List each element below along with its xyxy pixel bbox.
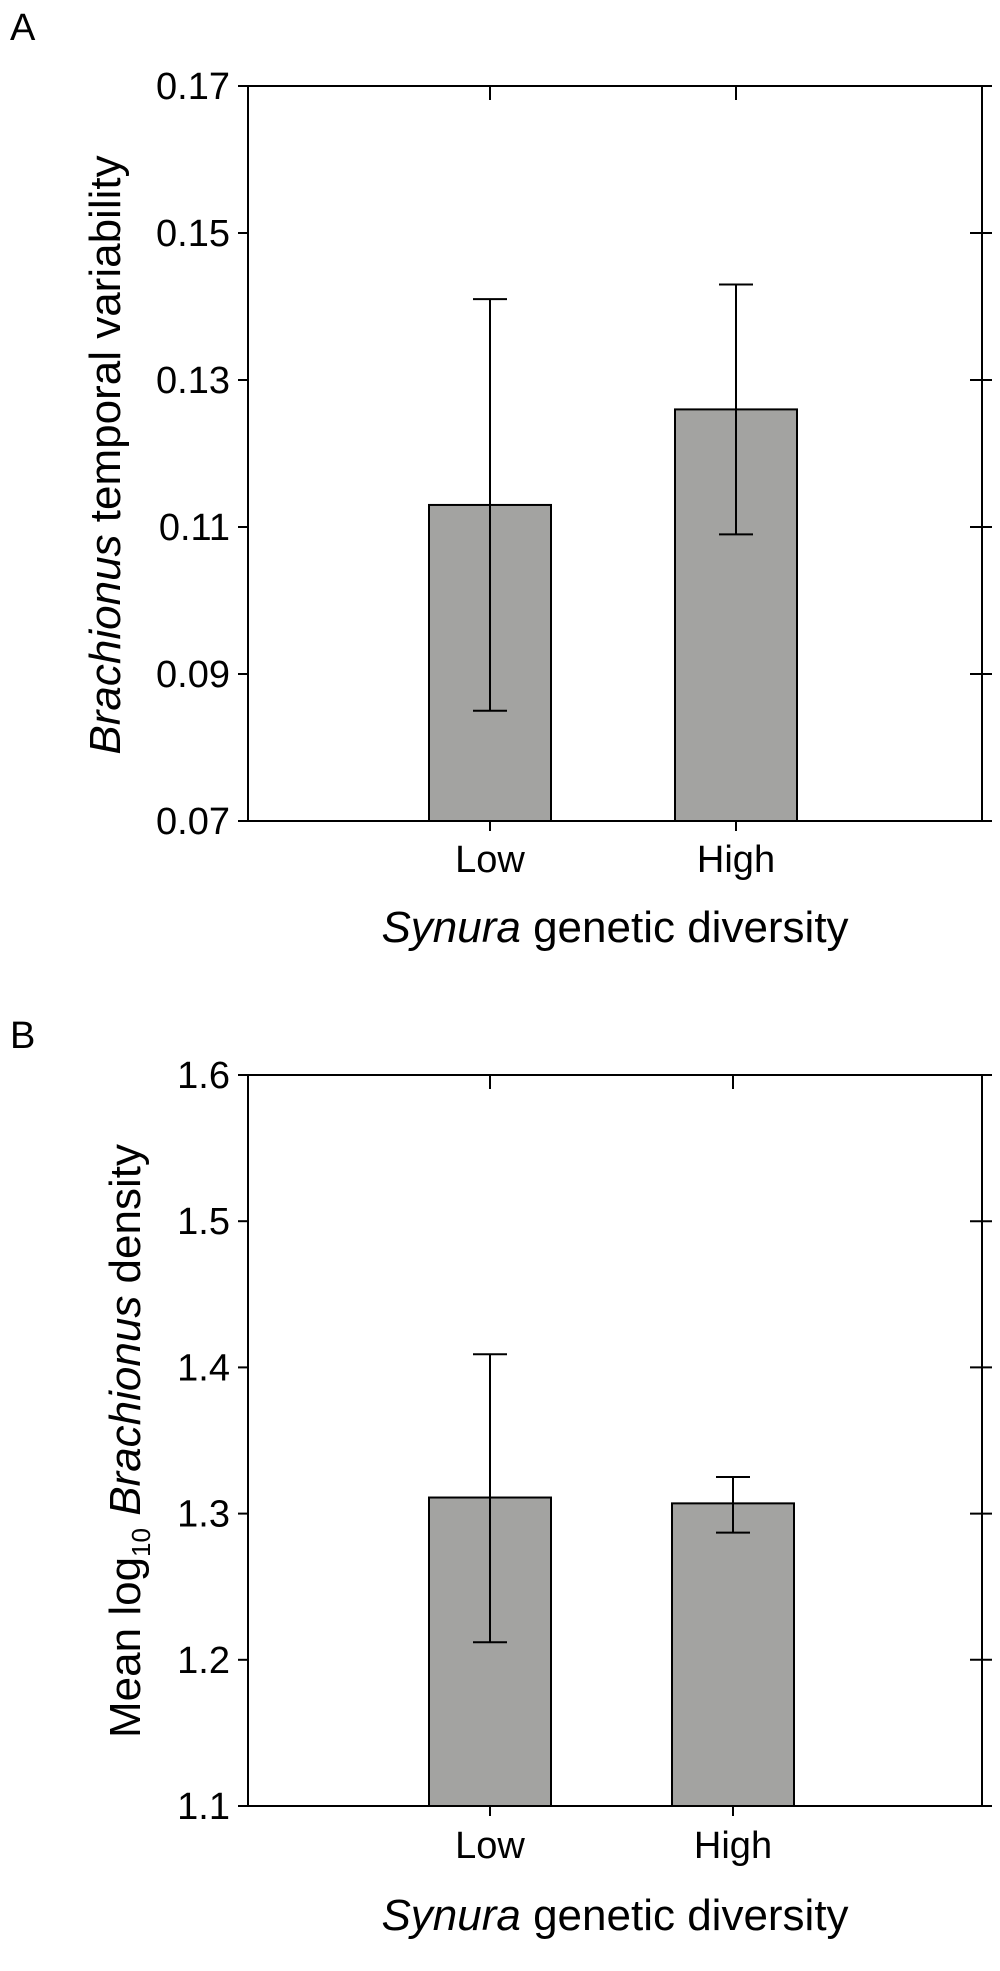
panel-b-ylabel-rest: density [101,1144,150,1296]
panel-a-y-axis-label: Brachionus temporal variability [81,155,130,754]
panel-letter-a: A [10,7,36,49]
panel-a-xtick-label-low: Low [455,839,525,881]
panel-b-ylabel-italic: Brachionus [101,1296,150,1528]
panel-b-y-axis-label: Mean log10 Brachionus density [101,1144,156,1738]
panel-a-ytick-label: 0.13 [156,360,230,402]
panel-a-ytick-label: 0.15 [156,213,230,255]
panel-a-ticks: 0.07 0.09 0.11 0.13 0.15 0.17 [156,66,992,843]
panel-b-ytick-label: 1.3 [177,1494,230,1536]
panel-b-error-bar-high [716,1476,750,1534]
panel-b-xtick-label-low: Low [455,1825,525,1867]
panel-b-xtick-label-high: High [694,1825,772,1867]
panel-b-error-bar-low [473,1353,507,1644]
panel-a-plot-frame [247,85,983,822]
panel-a-error-bar-low [473,298,507,712]
panel-a-x-axis-label: Synura genetic diversity [381,903,848,952]
panel-b-bar-high [671,1502,795,1807]
panel-a-bars [428,283,798,822]
panel-a-ylabel-rest: temporal variability [81,155,130,534]
panel-a-xtick-label-high: High [697,839,775,881]
panel-b-xlabel-rest: genetic diversity [521,1891,849,1940]
panel-b-xlabel-italic: Synura [381,1891,520,1940]
panel-b-plot-frame [247,1074,983,1807]
panel-a: A 0.07 0.09 0.11 0.13 0.15 0.17 Low High Synu… [10,7,992,952]
panel-b-ylabel-subscript: 10 [126,1528,156,1557]
panel-b-bars [428,1353,795,1807]
panel-b-ytick-label: 1.6 [177,1055,230,1097]
panel-a-xlabel-italic: Synura [381,903,520,952]
panel-b-ytick-label: 1.1 [177,1786,230,1828]
panel-letter-b: B [10,1015,35,1057]
panel-b: B 1.1 1.2 1.3 1.4 1.5 1.6 Low High Synura gen… [10,1015,992,1940]
panel-b-ylabel-prefix: Mean log [101,1557,150,1738]
panel-a-ytick-label: 0.11 [159,507,230,549]
panel-a-xlabel-rest: genetic diversity [521,903,849,952]
panel-a-ylabel-italic: Brachionus [81,534,130,754]
panel-a-error-bar-high [719,283,753,536]
panel-a-ytick-label: 0.07 [156,801,230,843]
panel-a-ytick-label: 0.17 [156,66,230,108]
panel-b-ytick-label: 1.4 [177,1347,230,1389]
panel-b-x-axis-label: Synura genetic diversity [381,1891,848,1940]
panel-b-ytick-label: 1.2 [177,1640,230,1682]
panel-a-ytick-label: 0.09 [156,654,230,696]
panel-b-ticks: 1.1 1.2 1.3 1.4 1.5 1.6 [177,1055,992,1828]
panel-b-ytick-label: 1.5 [177,1201,230,1243]
